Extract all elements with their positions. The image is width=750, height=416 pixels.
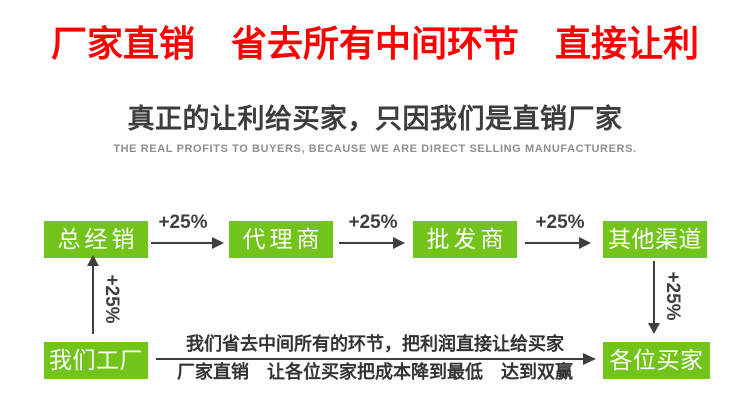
chain-box-other-channels: 其他渠道: [603, 221, 707, 258]
arrow-3-head-icon: [579, 237, 591, 249]
note-line-1: 我们省去中间所有的环节，把利润直接让给买家: [186, 334, 564, 354]
arrow-3-line: [525, 242, 580, 244]
chain-box-general-distributor: 总经销: [44, 221, 148, 258]
markup-label-3: +25%: [535, 212, 585, 233]
factory-box: 我们工厂: [44, 342, 148, 379]
subtitle: 真正的让利给买家，只因我们是直销厂家: [127, 104, 623, 134]
factory-up-arrow-line: [92, 266, 94, 334]
arrow-1-head-icon: [212, 237, 224, 249]
channels-down-arrow-line: [653, 261, 655, 323]
buyers-box: 各位买家: [603, 342, 710, 379]
tagline-en: THE REAL PROFITS TO BUYERS, BECAUSE WE A…: [113, 143, 637, 155]
channels-down-arrow-head-icon: [648, 323, 660, 334]
chain-box-agent: 代理商: [229, 221, 333, 258]
factory-markup-label: +25%: [101, 274, 122, 324]
markup-label-1: +25%: [158, 212, 208, 233]
chain-box-wholesaler: 批发商: [413, 221, 517, 258]
arrow-2-line: [339, 242, 394, 244]
note-line-2: 厂家直销 让各位买家把成本降到最低 达到双赢: [177, 362, 573, 382]
arrow-1-line: [151, 242, 213, 244]
headline: 厂家直销 省去所有中间环节 直接让利: [50, 23, 699, 64]
arrow-2-head-icon: [393, 237, 405, 249]
factory-up-arrow-head-icon: [87, 255, 99, 266]
markup-label-2: +25%: [348, 212, 398, 233]
factory-to-buyers-arrow-line: [156, 358, 584, 360]
factory-to-buyers-arrow-head-icon: [583, 353, 596, 365]
buyers-markup-label: +25%: [662, 271, 683, 321]
